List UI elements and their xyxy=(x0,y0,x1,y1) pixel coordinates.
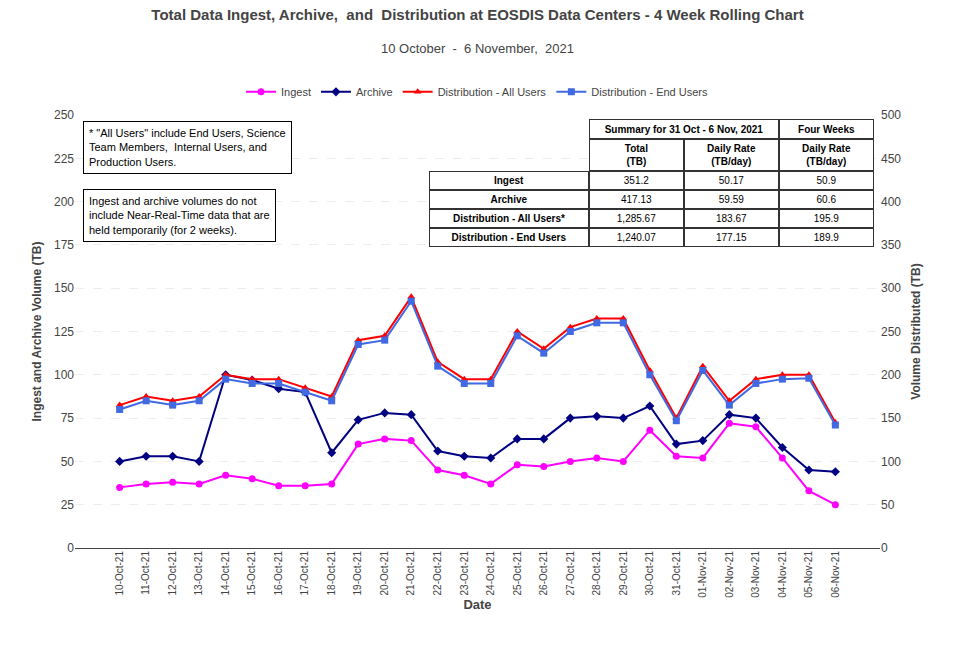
svg-text:Four Weeks: Four Weeks xyxy=(798,124,855,135)
svg-text:183.67: 183.67 xyxy=(716,213,747,224)
svg-text:0: 0 xyxy=(881,541,888,555)
svg-text:125: 125 xyxy=(54,325,74,339)
svg-text:400: 400 xyxy=(881,195,901,209)
svg-text:01-Nov-21: 01-Nov-21 xyxy=(697,551,708,598)
svg-text:195.9: 195.9 xyxy=(814,213,839,224)
svg-text:175: 175 xyxy=(54,238,74,252)
svg-text:60.6: 60.6 xyxy=(817,194,837,205)
svg-text:59.59: 59.59 xyxy=(719,194,744,205)
svg-text:50.17: 50.17 xyxy=(719,175,744,186)
svg-text:18-Oct-21: 18-Oct-21 xyxy=(326,551,337,596)
svg-text:200: 200 xyxy=(54,195,74,209)
svg-text:Distribution - End Users: Distribution - End Users xyxy=(452,232,567,243)
svg-text:177.15: 177.15 xyxy=(716,232,747,243)
svg-text:250: 250 xyxy=(881,325,901,339)
svg-text:351.2: 351.2 xyxy=(624,175,649,186)
svg-text:150: 150 xyxy=(54,281,74,295)
svg-text:22-Oct-21: 22-Oct-21 xyxy=(432,551,443,596)
svg-text:26-Oct-21: 26-Oct-21 xyxy=(538,551,549,596)
svg-text:10-Oct-21: 10-Oct-21 xyxy=(114,551,125,596)
svg-text:Ingest and Archive Volume (TB): Ingest and Archive Volume (TB) xyxy=(30,241,44,421)
svg-text:Archive: Archive xyxy=(490,194,527,205)
svg-text:100: 100 xyxy=(54,368,74,382)
svg-text:Archive: Archive xyxy=(356,86,393,98)
svg-text:25-Oct-21: 25-Oct-21 xyxy=(512,551,523,596)
svg-text:06-Nov-21: 06-Nov-21 xyxy=(830,551,841,598)
svg-text:27-Oct-21: 27-Oct-21 xyxy=(565,551,576,596)
svg-text:350: 350 xyxy=(881,238,901,252)
svg-text:29-Oct-21: 29-Oct-21 xyxy=(618,551,629,596)
svg-text:Daily Rate(TB/day): Daily Rate(TB/day) xyxy=(802,143,851,167)
svg-text:16-Oct-21: 16-Oct-21 xyxy=(273,551,284,596)
svg-text:19-Oct-21: 19-Oct-21 xyxy=(352,551,363,596)
svg-text:03-Nov-21: 03-Nov-21 xyxy=(750,551,761,598)
svg-text:225: 225 xyxy=(54,152,74,166)
svg-text:300: 300 xyxy=(881,281,901,295)
svg-text:10 October - 6 November, 20: 10 October - 6 November, 2021 xyxy=(381,41,574,56)
svg-text:17-Oct-21: 17-Oct-21 xyxy=(299,551,310,596)
svg-text:Ingest and archive volumes do: Ingest and archive volumes do notinclude… xyxy=(89,195,270,236)
svg-text:Distribution - All Users: Distribution - All Users xyxy=(438,86,547,98)
svg-text:417.13: 417.13 xyxy=(621,194,652,205)
svg-text:75: 75 xyxy=(61,411,75,425)
svg-text:1,240.07: 1,240.07 xyxy=(617,232,656,243)
svg-text:21-Oct-21: 21-Oct-21 xyxy=(405,551,416,596)
svg-text:Ingest: Ingest xyxy=(494,175,524,186)
svg-text:23-Oct-21: 23-Oct-21 xyxy=(459,551,470,596)
svg-text:Total Data Ingest, Archive, a: Total Data Ingest, Archive, and Distribu… xyxy=(151,6,803,23)
svg-text:02-Nov-21: 02-Nov-21 xyxy=(724,551,735,598)
svg-text:Ingest: Ingest xyxy=(281,86,311,98)
svg-text:Daily Rate(TB/day): Daily Rate(TB/day) xyxy=(707,143,756,167)
svg-text:100: 100 xyxy=(881,455,901,469)
svg-text:04-Nov-21: 04-Nov-21 xyxy=(777,551,788,598)
svg-text:12-Oct-21: 12-Oct-21 xyxy=(167,551,178,596)
svg-text:0: 0 xyxy=(67,541,74,555)
svg-text:200: 200 xyxy=(881,368,901,382)
svg-text:05-Nov-21: 05-Nov-21 xyxy=(803,551,814,598)
svg-text:189.9: 189.9 xyxy=(814,232,839,243)
svg-text:Distribution - End Users: Distribution - End Users xyxy=(591,86,708,98)
svg-text:25: 25 xyxy=(61,498,75,512)
svg-text:Distribution - All Users*: Distribution - All Users* xyxy=(453,213,565,224)
svg-text:11-Oct-21: 11-Oct-21 xyxy=(140,551,151,595)
svg-text:450: 450 xyxy=(881,152,901,166)
svg-text:* "All Users" include End User: * "All Users" include End Users, Science… xyxy=(89,127,286,168)
svg-text:150: 150 xyxy=(881,411,901,425)
svg-text:14-Oct-21: 14-Oct-21 xyxy=(220,551,231,596)
svg-text:50.9: 50.9 xyxy=(817,175,837,186)
svg-text:500: 500 xyxy=(881,108,901,122)
svg-text:15-Oct-21: 15-Oct-21 xyxy=(246,551,257,596)
svg-text:1,285.67: 1,285.67 xyxy=(617,213,656,224)
svg-text:50: 50 xyxy=(61,455,75,469)
svg-text:24-Oct-21: 24-Oct-21 xyxy=(485,551,496,596)
svg-text:28-Oct-21: 28-Oct-21 xyxy=(591,551,602,596)
svg-text:30-Oct-21: 30-Oct-21 xyxy=(644,551,655,596)
svg-text:250: 250 xyxy=(54,108,74,122)
svg-text:50: 50 xyxy=(881,498,895,512)
svg-text:13-Oct-21: 13-Oct-21 xyxy=(193,551,204,596)
svg-text:20-Oct-21: 20-Oct-21 xyxy=(379,551,390,596)
svg-text:Total(TB): Total(TB) xyxy=(625,143,648,167)
svg-text:Volume Distributed (TB): Volume Distributed (TB) xyxy=(909,263,923,399)
svg-text:31-Oct-21: 31-Oct-21 xyxy=(671,551,682,596)
svg-text:Date: Date xyxy=(463,597,491,612)
svg-text:Summary for 31 Oct - 6 Nov, 20: Summary for 31 Oct - 6 Nov, 2021 xyxy=(605,124,764,135)
